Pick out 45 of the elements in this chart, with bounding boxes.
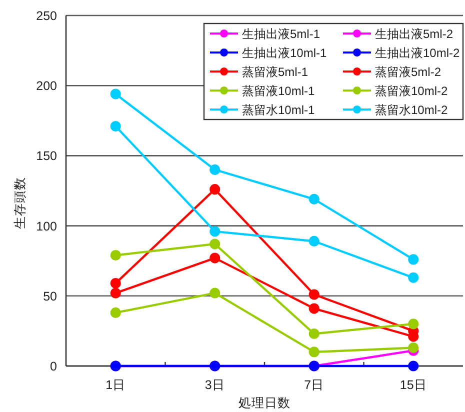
- point: [210, 238, 220, 250]
- point: [308, 303, 320, 314]
- legend-label: 生抽出液10ml-2: [375, 46, 460, 60]
- legend-label: 蒸留液10ml-1: [242, 84, 316, 98]
- point: [308, 346, 320, 358]
- legend-label: 蒸留液5ml-2: [375, 65, 442, 79]
- point: [408, 272, 419, 283]
- point: [210, 288, 220, 298]
- point: [308, 236, 320, 247]
- legend-label: 蒸留液5ml-1: [242, 65, 308, 79]
- point: [110, 88, 121, 100]
- point: [408, 342, 419, 354]
- y-tick-label: 0: [50, 360, 58, 374]
- x-axis-title: 処理日数: [238, 396, 290, 410]
- y-axis-title: 生存頭数: [13, 176, 27, 229]
- legend-label: 生抽出液5ml-1: [242, 27, 320, 41]
- point: [110, 120, 121, 132]
- point: [308, 289, 320, 300]
- y-tick-label: 250: [36, 9, 58, 23]
- legend-label: 蒸留水10ml-1: [242, 103, 316, 117]
- point: [408, 254, 419, 265]
- y-tick-label: 100: [36, 219, 58, 234]
- x-tick-label: 3日: [204, 378, 225, 392]
- point: [110, 307, 121, 318]
- point: [210, 184, 220, 195]
- legend-label: 蒸留液10ml-2: [375, 84, 448, 98]
- point: [110, 278, 121, 289]
- y-tick-label: 200: [36, 79, 58, 94]
- legend-label: 蒸留水10ml-2: [375, 103, 448, 117]
- point: [408, 360, 419, 372]
- point: [210, 252, 220, 264]
- legend-label: 生抽出液10ml-1: [242, 46, 328, 60]
- x-tick-label: 1日: [106, 378, 126, 392]
- point: [110, 288, 121, 298]
- point: [110, 250, 121, 261]
- y-tick-label: 150: [36, 149, 58, 164]
- x-tick-label: 15日: [400, 378, 427, 392]
- point: [308, 194, 320, 204]
- y-tick-label: 50: [43, 289, 58, 304]
- point: [308, 328, 320, 340]
- point: [210, 226, 220, 237]
- point: [210, 164, 220, 176]
- point: [408, 318, 419, 330]
- legend-label: 生抽出液5ml-2: [375, 27, 454, 41]
- x-tick-label: 7日: [304, 378, 324, 392]
